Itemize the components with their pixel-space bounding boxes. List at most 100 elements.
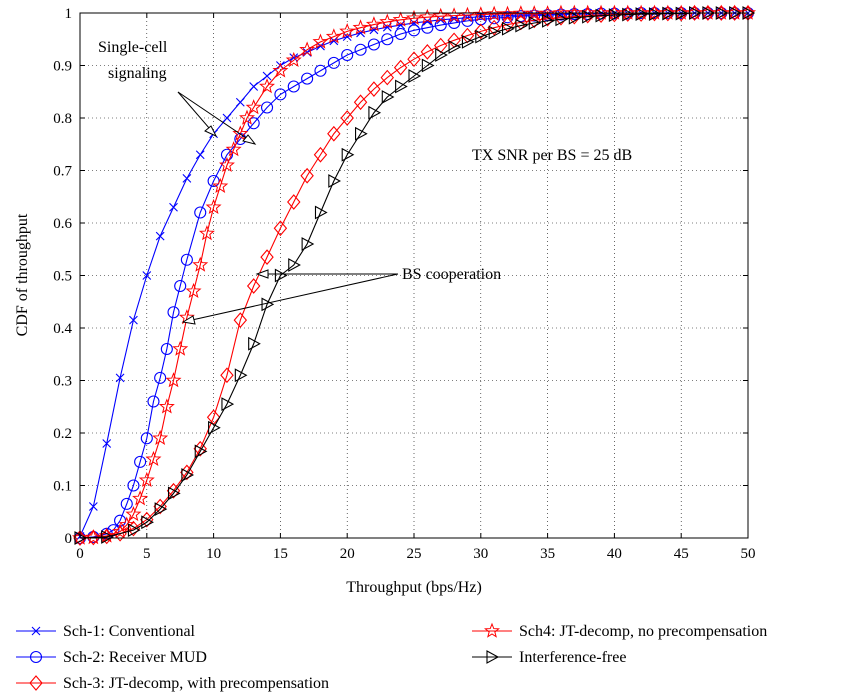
data-point	[526, 5, 543, 21]
grid	[80, 13, 748, 538]
data-point	[299, 41, 316, 57]
data-point	[287, 194, 301, 210]
data-point	[185, 282, 202, 299]
data-point	[208, 420, 221, 435]
legend-item-2: Sch-2: Receiver MUD	[16, 649, 207, 666]
data-point	[567, 8, 582, 25]
annotation-bs-arrow-2	[182, 273, 399, 323]
data-point	[515, 18, 529, 33]
series-line-5	[79, 12, 748, 539]
data-point	[195, 150, 205, 160]
data-point	[165, 372, 182, 388]
data-point	[141, 515, 154, 530]
annotation-bs-arrowhead-1	[255, 269, 269, 279]
data-point	[225, 141, 242, 157]
y-tick-label: 1	[65, 6, 73, 22]
legend-item-4: Sch4: JT-decomp, no precompensation	[472, 622, 767, 640]
data-point	[154, 502, 168, 517]
data-point	[341, 147, 355, 162]
data-point	[499, 5, 516, 21]
data-point	[260, 101, 274, 114]
data-point	[568, 10, 582, 25]
data-point	[460, 27, 475, 44]
data-point	[272, 62, 289, 78]
data-point	[339, 22, 356, 39]
data-point	[555, 12, 569, 27]
data-point	[218, 156, 235, 173]
data-point	[421, 21, 434, 34]
data-point	[138, 471, 155, 488]
data-point	[382, 22, 392, 32]
annotation-single-cell-arrowhead-2	[242, 134, 257, 145]
data-point	[259, 78, 276, 94]
annotation-snr: TX SNR per BS = 25 dB	[472, 147, 632, 164]
axis-ticks: 0 5 10 15 20 25 30 35 40 45 50 0 0.1 0.2 0.3 0.4 0.5 0.6 0…	[53, 6, 755, 562]
y-tick-label: 0.9	[53, 59, 72, 75]
data-point	[392, 11, 409, 27]
data-point	[514, 10, 527, 23]
data-point	[406, 9, 422, 26]
data-point	[198, 225, 215, 241]
x-tick-label: 35	[540, 546, 555, 562]
data-point	[341, 48, 354, 62]
data-point	[232, 125, 249, 141]
data-point	[220, 367, 234, 384]
data-point	[448, 40, 462, 55]
data-point	[435, 48, 448, 62]
data-point	[301, 72, 314, 85]
data-point	[88, 502, 98, 511]
data-point	[607, 6, 622, 23]
data-point	[101, 530, 114, 544]
data-point	[342, 32, 352, 42]
data-point	[582, 9, 595, 24]
y-tick-label: 0.1	[53, 479, 72, 495]
data-point	[134, 455, 147, 468]
y-tick-label: 0.2	[53, 426, 72, 442]
y-tick-label: 0.6	[53, 216, 72, 232]
data-point	[540, 10, 555, 27]
data-point	[192, 256, 209, 272]
data-point	[205, 198, 222, 215]
data-point	[248, 336, 261, 351]
data-point	[246, 278, 261, 294]
x-tick-label: 40	[607, 546, 622, 562]
y-tick-label: 0.7	[53, 164, 72, 180]
data-point	[181, 468, 195, 482]
data-point	[662, 6, 675, 21]
legend-item-1: Sch-1: Conventional	[16, 623, 196, 640]
data-point	[145, 450, 162, 467]
data-point	[85, 529, 102, 545]
data-point	[152, 429, 169, 446]
legend-label: Sch4: JT-decomp, no precompensation	[519, 623, 767, 640]
data-point	[352, 19, 369, 35]
data-point	[127, 523, 141, 538]
y-tick-label: 0.8	[53, 111, 72, 127]
data-point	[368, 105, 382, 120]
data-point	[262, 71, 272, 81]
x-tick-label: 15	[273, 546, 288, 562]
x-tick-label: 25	[407, 546, 422, 562]
data-point	[194, 206, 207, 219]
data-point	[118, 516, 135, 532]
legend-marker	[484, 622, 500, 638]
data-point	[102, 439, 112, 448]
data-point	[273, 220, 288, 237]
data-point	[169, 202, 178, 212]
data-point	[407, 24, 421, 37]
data-point	[380, 69, 395, 86]
data-point	[353, 94, 368, 111]
data-point	[247, 117, 260, 130]
data-point	[486, 5, 503, 21]
x-tick-label: 5	[143, 546, 151, 562]
data-point	[174, 279, 187, 293]
data-point	[260, 249, 274, 265]
x-tick-label: 20	[340, 546, 355, 562]
data-point	[512, 5, 529, 21]
data-point	[356, 28, 365, 38]
data-point	[407, 51, 421, 68]
data-point	[419, 8, 436, 24]
data-point	[301, 237, 315, 251]
y-tick-label: 0.5	[53, 269, 72, 285]
data-point	[239, 109, 255, 125]
